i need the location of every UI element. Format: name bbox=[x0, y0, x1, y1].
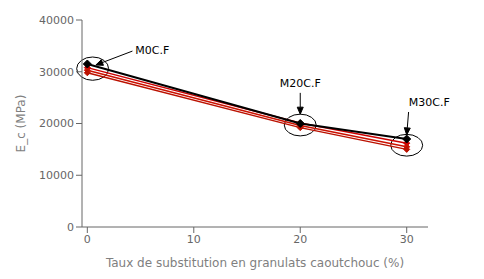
svg-text:E_c (MPa): E_c (MPa) bbox=[14, 95, 28, 153]
svg-text:30: 30 bbox=[400, 233, 414, 246]
svg-text:20: 20 bbox=[293, 233, 307, 246]
svg-text:M30C.F: M30C.F bbox=[409, 96, 450, 109]
svg-text:M20C.F: M20C.F bbox=[280, 77, 321, 90]
svg-text:Taux de substitution en granul: Taux de substitution en granulats caoutc… bbox=[105, 256, 404, 270]
svg-text:M0C.F: M0C.F bbox=[135, 44, 169, 57]
svg-text:10000: 10000 bbox=[39, 169, 74, 182]
svg-text:10: 10 bbox=[187, 233, 201, 246]
svg-text:20000: 20000 bbox=[39, 117, 74, 130]
svg-text:0: 0 bbox=[84, 233, 91, 246]
svg-text:0: 0 bbox=[67, 221, 74, 234]
svg-text:40000: 40000 bbox=[39, 14, 74, 27]
svg-text:30000: 30000 bbox=[39, 66, 74, 79]
